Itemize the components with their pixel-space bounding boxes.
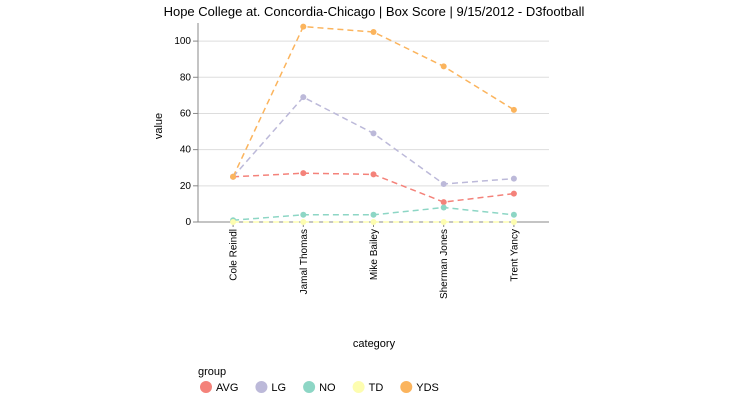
x-tick-label: Sherman Jones <box>439 229 450 299</box>
series-line-lg <box>232 96 514 185</box>
x-tick-label: Jamal Thomas <box>299 229 310 294</box>
data-point-avg <box>440 199 447 206</box>
y-tick-label: 80 <box>180 72 192 83</box>
data-point-td <box>230 219 237 225</box>
x-tick-label: Mike Bailey <box>369 229 380 280</box>
legend-label-yds: YDS <box>416 382 439 394</box>
data-point-lg <box>370 130 377 137</box>
legend-swatch-td <box>352 381 365 393</box>
data-point-yds <box>440 63 447 70</box>
x-axis: Cole Reindl Jamal Thomas Mike Bailey Sherma… <box>198 221 549 299</box>
y-tick-label: 40 <box>180 145 192 156</box>
data-point-yds <box>300 23 307 30</box>
x-axis-title: category <box>353 338 396 350</box>
series-group <box>230 23 517 225</box>
data-point-no <box>370 211 377 218</box>
data-point-yds <box>510 106 517 113</box>
legend-label-td: TD <box>369 382 384 394</box>
series-line-yds <box>232 25 515 178</box>
data-point-td <box>300 219 307 225</box>
data-point-no <box>300 211 307 218</box>
legend-swatch-no <box>303 381 316 393</box>
data-point-no <box>440 204 447 211</box>
legend-swatch-avg <box>200 381 212 393</box>
data-point-yds <box>370 29 377 36</box>
data-point-td <box>370 219 377 225</box>
data-point-yds <box>230 173 237 180</box>
data-point-avg <box>510 190 517 197</box>
x-tick-label: Trent Yancy <box>509 229 520 282</box>
y-axis: 0 20 40 60 80 100 <box>174 23 199 228</box>
legend-title: group <box>198 366 226 378</box>
data-point-avg <box>370 171 377 178</box>
data-point-avg <box>300 170 307 177</box>
legend-swatch-yds <box>400 381 413 393</box>
y-tick-label: 20 <box>180 181 192 192</box>
y-tick-label: 100 <box>174 36 191 47</box>
data-point-lg <box>300 94 307 101</box>
y-tick-label: 60 <box>180 108 192 119</box>
y-tick-label: 0 <box>185 217 191 228</box>
data-point-td <box>440 219 447 225</box>
chart-title: Hope College at. Concordia-Chicago | Box… <box>164 4 585 19</box>
legend-swatch-lg <box>255 381 268 393</box>
y-axis-title: value <box>153 113 165 139</box>
legend-label-lg: LG <box>271 382 286 394</box>
data-point-lg <box>440 181 447 188</box>
series-line-avg <box>233 172 514 203</box>
legend-label-avg: AVG <box>216 382 238 394</box>
gridlines <box>198 40 549 187</box>
data-point-no <box>510 211 517 218</box>
data-point-td <box>510 219 517 225</box>
data-point-lg <box>510 175 517 182</box>
legend: group AVG LG NO TD YDS <box>198 366 439 394</box>
legend-label-no: NO <box>319 382 336 394</box>
x-tick-label: Cole Reindl <box>229 229 240 281</box>
